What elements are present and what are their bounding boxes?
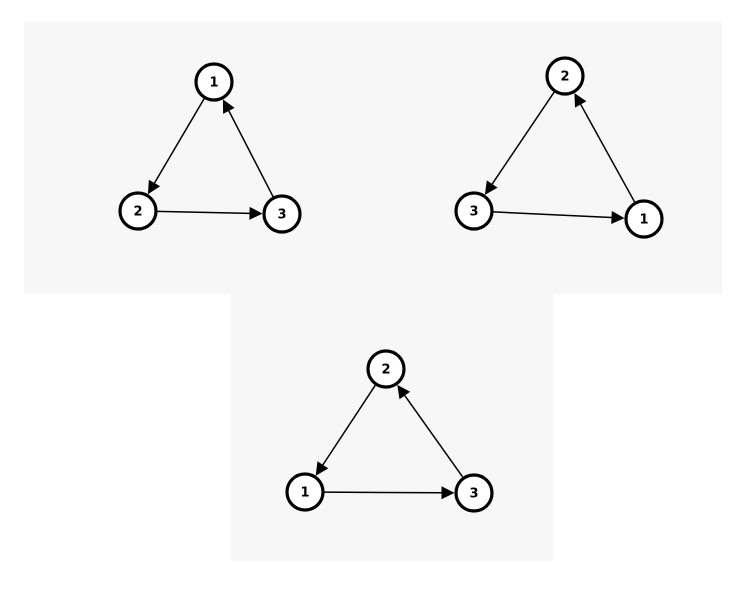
node-label: 3 — [277, 208, 286, 223]
node-c2: 2 — [366, 349, 406, 389]
node-circle — [624, 199, 664, 239]
edge-c3-to-c2 — [404, 395, 464, 478]
arrowhead-b1-to-b2 — [574, 93, 587, 108]
node-b3: 3 — [454, 191, 494, 231]
edge-b2-to-b3 — [491, 91, 555, 185]
node-label: 2 — [560, 70, 569, 85]
node-a2: 2 — [118, 191, 158, 231]
node-circle — [454, 473, 494, 513]
arrowhead-c3-to-c2 — [397, 384, 411, 400]
node-label: 3 — [469, 205, 478, 220]
edge-b1-to-b2 — [580, 104, 636, 203]
edge-a3-to-a1 — [228, 110, 274, 198]
node-circle — [454, 191, 494, 231]
edge-a2-to-a3 — [157, 210, 250, 215]
node-label: 1 — [209, 76, 218, 91]
node-c3: 3 — [454, 473, 494, 513]
node-circle — [262, 194, 302, 234]
node-a1: 1 — [194, 62, 234, 102]
arrowhead-a2-to-a3 — [249, 206, 263, 220]
node-label: 1 — [300, 486, 309, 501]
edge-b3-to-b1 — [493, 211, 612, 219]
arrowhead-a3-to-a1 — [222, 99, 235, 114]
edge-a1-to-a2 — [153, 98, 205, 184]
arrowhead-c1-to-c3 — [441, 486, 455, 500]
panel-graph-a — [24, 22, 374, 294]
arrowhead-c2-to-c1 — [315, 461, 329, 476]
node-b1: 1 — [624, 199, 664, 239]
nodes-layer: 1 2 3 2 3 1 2 1 3 — [118, 56, 664, 513]
node-circle — [545, 56, 585, 96]
node-circle — [285, 472, 325, 512]
node-label: 2 — [133, 205, 142, 220]
edge-c1-to-c3 — [324, 491, 442, 494]
node-label: 1 — [639, 213, 648, 228]
node-a3: 3 — [262, 194, 302, 234]
node-circle — [118, 191, 158, 231]
arrowhead-b3-to-b1 — [611, 210, 625, 224]
panel-graph-c — [231, 294, 553, 561]
edge-c2-to-c1 — [322, 384, 376, 466]
node-circle — [194, 62, 234, 102]
arrowhead-a1-to-a2 — [147, 179, 161, 195]
edges-layer — [147, 91, 636, 500]
node-label: 2 — [381, 363, 390, 378]
node-label: 3 — [469, 487, 478, 502]
node-b2: 2 — [545, 56, 585, 96]
node-circle — [366, 349, 406, 389]
node-c1: 1 — [285, 472, 325, 512]
arrowhead-b2-to-b3 — [484, 180, 498, 195]
